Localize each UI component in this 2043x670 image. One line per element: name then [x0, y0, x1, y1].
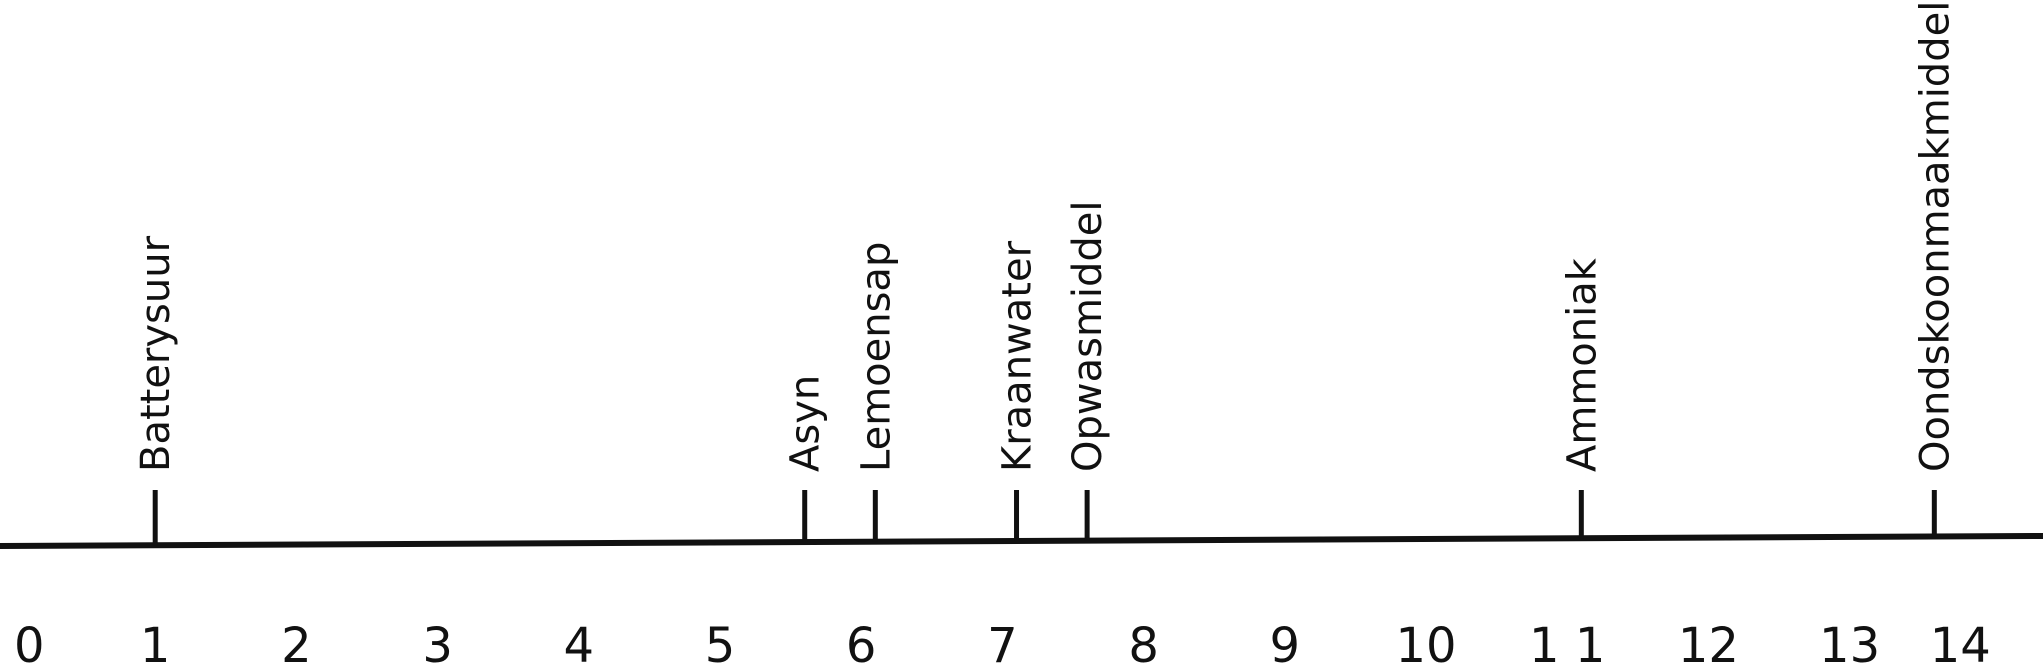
tick-label-3: 3	[422, 618, 453, 670]
scale-baseline	[0, 533, 2043, 549]
tick-label-11: 1 1	[1529, 618, 1605, 670]
tick-label-2: 2	[281, 618, 312, 670]
tick-label-14: 14	[1930, 618, 1991, 670]
tick-label-1: 1	[140, 618, 171, 670]
marker-label-batterysuur: Batterysuur	[133, 235, 179, 472]
tick-label-8: 8	[1128, 618, 1159, 670]
tick-label-9: 9	[1270, 618, 1301, 670]
tick-label-7: 7	[987, 618, 1018, 670]
tick-label-13: 13	[1819, 618, 1880, 670]
tick-label-12: 12	[1678, 618, 1739, 670]
tick-label-5: 5	[705, 618, 736, 670]
tick-label-0: 0	[14, 618, 45, 670]
tick-label-10: 10	[1395, 618, 1456, 670]
scale-tick-labels: 0 1 2 3 4 5 6 7 8 9 10 1 1 12 13 14	[14, 618, 1991, 670]
tick-label-6: 6	[846, 618, 877, 670]
marker-label-oondskoonmaakmiddel: Oondskoonmaakmiddel	[1912, 1, 1958, 472]
marker-label-ammoniak: Ammoniak	[1559, 257, 1605, 472]
marker-label-lemoensap: Lemoensap	[853, 242, 899, 472]
tick-label-4: 4	[564, 618, 595, 670]
marker-label-opwasmiddel: Opwasmiddel	[1065, 200, 1111, 472]
scale-markers: Batterysuur Asyn Lemoensap Kraanwater Opwasm…	[133, 1, 1958, 546]
marker-label-kraanwater: Kraanwater	[995, 240, 1041, 472]
marker-label-asyn: Asyn	[783, 375, 829, 472]
